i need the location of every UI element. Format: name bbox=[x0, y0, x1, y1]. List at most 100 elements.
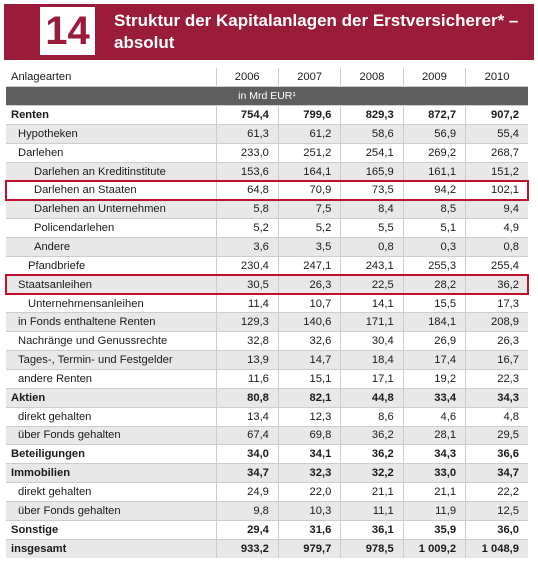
cell-value: 28,1 bbox=[402, 426, 466, 446]
cell-value: 8,4 bbox=[340, 199, 404, 220]
column-header-year: 2008 bbox=[340, 68, 404, 88]
cell-value: 28,2 bbox=[402, 275, 466, 295]
cell-value: 34,3 bbox=[402, 444, 466, 465]
cell-value: 233,0 bbox=[215, 143, 279, 163]
cell-value: 69,8 bbox=[277, 426, 341, 446]
table-row: Sonstige 29,4 31,6 36,1 35,9 36,0 bbox=[6, 520, 528, 540]
column-header-year: 2009 bbox=[402, 68, 466, 88]
cell-value: 0,8 bbox=[465, 237, 528, 257]
cell-value: 36,2 bbox=[340, 426, 404, 446]
cell-value: 82,1 bbox=[277, 388, 341, 408]
cell-value: 22,0 bbox=[277, 482, 341, 502]
cell-value: 4,9 bbox=[465, 218, 528, 239]
cell-value: 1 048,9 bbox=[465, 539, 528, 558]
cell-value: 34,7 bbox=[215, 463, 279, 484]
cell-value: 11,9 bbox=[402, 501, 466, 521]
table-row: Tages-, Termin- und Festgelder 13,9 14,7 18… bbox=[6, 350, 528, 370]
cell-value: 933,2 bbox=[215, 539, 279, 558]
cell-value: 19,2 bbox=[402, 369, 466, 389]
cell-value: 254,1 bbox=[340, 143, 404, 163]
table-row: Andere 3,6 3,5 0,8 0,3 0,8 bbox=[6, 237, 528, 257]
cell-value: 153,6 bbox=[215, 162, 279, 182]
row-label: Staatsanleihen bbox=[6, 275, 217, 295]
row-label: Renten bbox=[6, 105, 217, 126]
cell-value: 36,0 bbox=[465, 520, 528, 540]
cell-value: 55,4 bbox=[465, 124, 528, 144]
table-row: Policendarlehen 5,2 5,2 5,5 5,1 4,9 bbox=[6, 218, 528, 239]
cell-value: 15,5 bbox=[402, 294, 466, 314]
cell-value: 64,8 bbox=[215, 181, 279, 201]
column-header-year: 2010 bbox=[465, 68, 528, 88]
row-label: insgesamt bbox=[6, 539, 217, 558]
cell-value: 32,8 bbox=[215, 331, 279, 352]
row-label: Darlehen an Staaten bbox=[6, 181, 217, 201]
table-row: Darlehen 233,0 251,2 254,1 269,2 268,7 bbox=[6, 143, 528, 163]
cell-value: 34,7 bbox=[465, 463, 528, 484]
cell-value: 36,1 bbox=[340, 520, 404, 540]
table-row: Darlehen an Kreditinstitute 153,6 164,1 165… bbox=[6, 162, 528, 182]
row-label: in Fonds enthaltene Renten bbox=[6, 312, 217, 333]
cell-value: 73,5 bbox=[340, 181, 404, 201]
cell-value: 67,4 bbox=[215, 426, 279, 446]
table-row: direkt gehalten 13,4 12,3 8,6 4,6 4,8 bbox=[6, 407, 528, 427]
cell-value: 4,8 bbox=[465, 407, 528, 427]
cell-value: 29,4 bbox=[215, 520, 279, 540]
unit-label: in Mrd EUR¹ bbox=[6, 86, 528, 107]
cell-value: 7,5 bbox=[277, 199, 341, 220]
cell-value: 907,2 bbox=[465, 105, 528, 126]
cell-value: 161,1 bbox=[402, 162, 466, 182]
cell-value: 269,2 bbox=[402, 143, 466, 163]
cell-value: 17,1 bbox=[340, 369, 404, 389]
cell-value: 247,1 bbox=[277, 256, 341, 276]
cell-value: 255,3 bbox=[402, 256, 466, 276]
cell-value: 251,2 bbox=[277, 143, 341, 163]
cell-value: 17,4 bbox=[402, 350, 466, 370]
cell-value: 3,6 bbox=[215, 237, 279, 257]
cell-value: 171,1 bbox=[340, 312, 404, 333]
cell-value: 30,5 bbox=[215, 275, 279, 295]
cell-value: 61,2 bbox=[277, 124, 341, 144]
cell-value: 5,1 bbox=[402, 218, 466, 239]
cell-value: 754,4 bbox=[215, 105, 279, 126]
table-title: Struktur der Kapitalanlagen der Erstvers… bbox=[114, 11, 519, 52]
cell-value: 34,0 bbox=[215, 444, 279, 465]
cell-value: 29,5 bbox=[465, 426, 528, 446]
cell-value: 11,6 bbox=[215, 369, 279, 389]
cell-value: 184,1 bbox=[402, 312, 466, 333]
table-header-banner: 14 Struktur der Kapitalanlagen der Erstv… bbox=[4, 4, 534, 60]
cell-value: 5,8 bbox=[215, 199, 279, 220]
cell-value: 230,4 bbox=[215, 256, 279, 276]
cell-value: 61,3 bbox=[215, 124, 279, 144]
cell-value: 129,3 bbox=[215, 312, 279, 333]
row-label: Darlehen bbox=[6, 143, 217, 163]
column-header-label: Anlagearten bbox=[6, 68, 217, 88]
row-label: Darlehen an Kreditinstitute bbox=[6, 162, 217, 182]
table-row: Renten 754,4 799,6 829,3 872,7 907,2 bbox=[6, 105, 528, 126]
cell-value: 14,1 bbox=[340, 294, 404, 314]
cell-value: 56,9 bbox=[402, 124, 466, 144]
table-row: Nachränge und Genussrechte 32,8 32,6 30,4 26… bbox=[6, 331, 528, 352]
row-label: Nachränge und Genussrechte bbox=[6, 331, 217, 352]
cell-value: 24,9 bbox=[215, 482, 279, 502]
cell-value: 4,6 bbox=[402, 407, 466, 427]
cell-value: 799,6 bbox=[277, 105, 341, 126]
cell-value: 5,2 bbox=[215, 218, 279, 239]
cell-value: 44,8 bbox=[340, 388, 404, 408]
table-row: über Fonds gehalten 67,4 69,8 36,2 28,1 29,5 bbox=[6, 426, 528, 446]
cell-value: 18,4 bbox=[340, 350, 404, 370]
row-label: Sonstige bbox=[6, 520, 217, 540]
table-row: in Fonds enthaltene Renten 129,3 140,6 171,… bbox=[6, 312, 528, 333]
cell-value: 22,5 bbox=[340, 275, 404, 295]
cell-value: 16,7 bbox=[465, 350, 528, 370]
row-label: Unternehmensanleihen bbox=[6, 294, 217, 314]
cell-value: 32,3 bbox=[277, 463, 341, 484]
table-row: über Fonds gehalten 9,8 10,3 11,1 11,9 12,5 bbox=[6, 501, 528, 521]
cell-value: 15,1 bbox=[277, 369, 341, 389]
cell-value: 34,3 bbox=[465, 388, 528, 408]
cell-value: 22,2 bbox=[465, 482, 528, 502]
cell-value: 21,1 bbox=[402, 482, 466, 502]
cell-value: 10,3 bbox=[277, 501, 341, 521]
row-label: Pfandbriefe bbox=[6, 256, 217, 276]
row-label: über Fonds gehalten bbox=[6, 501, 217, 521]
cell-value: 208,9 bbox=[465, 312, 528, 333]
